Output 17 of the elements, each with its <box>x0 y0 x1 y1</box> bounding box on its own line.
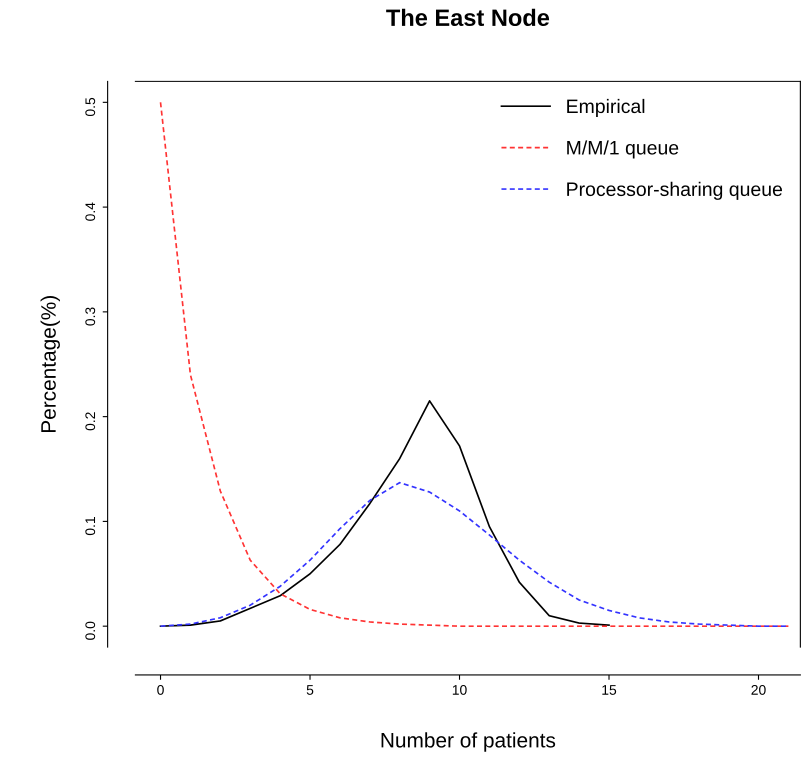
legend-label: M/M/1 queue <box>567 140 678 158</box>
x-tick-label: 20 <box>751 684 766 695</box>
y-tick-label: 0.1 <box>85 517 96 536</box>
x-tick-label: 10 <box>452 684 467 695</box>
x-axis-title: Number of patients <box>382 732 556 752</box>
y-tick-label: 0.0 <box>85 622 96 640</box>
y-axis-title: Percentage(%) <box>40 296 60 432</box>
x-tick-label: 5 <box>306 685 314 695</box>
legend-label: Processor-sharing queue <box>567 182 782 200</box>
y-tick-label: 0.5 <box>85 98 96 116</box>
x-tick-label: 15 <box>602 685 616 695</box>
chart-title: The East Node <box>386 8 550 26</box>
y-tick-label: 0.2 <box>85 412 96 430</box>
y-tick-label: 0.3 <box>85 307 96 326</box>
y-tick-label: 0.4 <box>85 202 96 221</box>
legend-label: Empirical <box>567 98 644 117</box>
x-tick-label: 0 <box>157 684 164 695</box>
